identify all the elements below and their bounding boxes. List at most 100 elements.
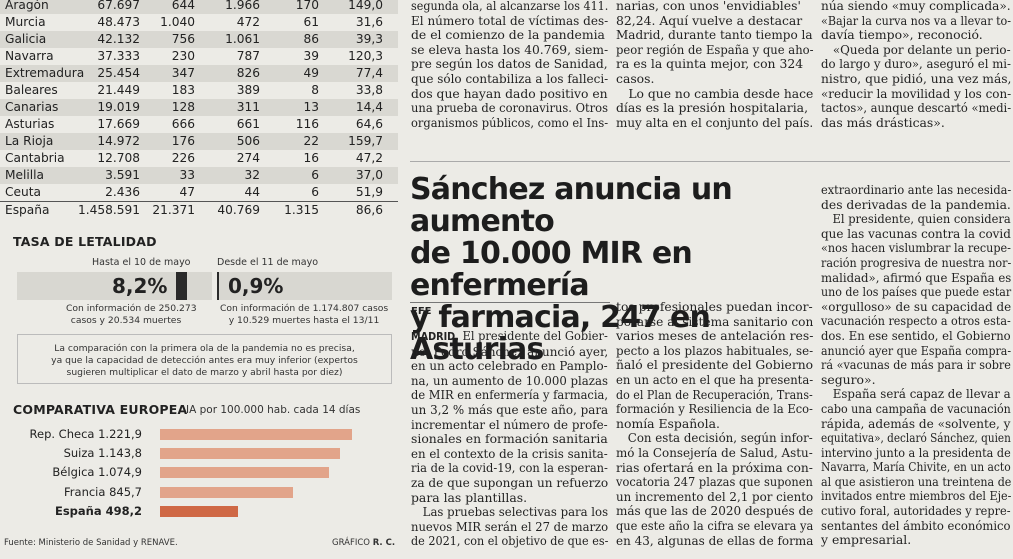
lethality-right-value: 0,9% bbox=[228, 274, 284, 298]
text-line: tactos», aunque descartó «medi- bbox=[821, 100, 1012, 116]
cell-col-5: 47,2 bbox=[355, 151, 383, 165]
text-line: davía tiempo», reconoció. bbox=[821, 27, 983, 43]
text-line: rias ofertará en la próxima con- bbox=[616, 459, 813, 475]
cell-region: Navarra bbox=[5, 49, 54, 63]
table-row: Cantabria 12.708 226 274 16 47,2 bbox=[0, 150, 398, 167]
cell-col-2: 183 bbox=[171, 83, 195, 97]
text-line: «Bajar la curva nos va a llevar to- bbox=[821, 12, 1012, 28]
total-col-3: 40.769 bbox=[217, 203, 260, 217]
text-line: ración progresiva de nuestra nor- bbox=[821, 254, 1012, 270]
text-line: rápida, además de «solvente, y bbox=[821, 415, 1011, 431]
cell-col-5: 120,3 bbox=[348, 49, 383, 63]
cell-region: Extremadura bbox=[5, 66, 85, 80]
cell-col-2: 47 bbox=[179, 185, 195, 199]
text-line: que sólo contabiliza a los falleci- bbox=[411, 70, 609, 86]
text-line: nuevos MIR serán el 27 de marzo bbox=[411, 518, 609, 534]
text-line: «Queda por delante un perio- bbox=[821, 41, 1011, 57]
cell-col-5: 31,6 bbox=[355, 15, 383, 29]
prev-article-col-2: narias, con unos 'envidiables' 82,24. Aqu… bbox=[616, 0, 814, 130]
text-line: cutivo foral, autoridades y repre- bbox=[821, 503, 1011, 519]
cell-col-2: 176 bbox=[171, 134, 195, 148]
cell-cases: 67.697 bbox=[97, 0, 140, 12]
text-line: de MIR en enfermería y farmacia, bbox=[411, 387, 608, 403]
cell-col-4: 86 bbox=[303, 32, 319, 46]
cell-col-3: 44 bbox=[244, 185, 260, 199]
cell-col-3: 506 bbox=[236, 134, 260, 148]
lethality-right-note: Con información de 1.174.807 casos y 10.… bbox=[220, 303, 389, 326]
text-line: dos. En ese sentido, el Gobierno bbox=[821, 327, 1011, 343]
lethality-left-level-bar bbox=[176, 272, 187, 300]
text-line: muy alta en el conjunto del país. bbox=[616, 114, 814, 130]
cell-col-4: 13 bbox=[303, 100, 319, 114]
text-line: invitados entre miembros del Eje- bbox=[821, 488, 1012, 504]
table-row: Asturias 17.669 666 661 116 64,6 bbox=[0, 116, 398, 133]
text-line: 82,24. Aquí vuelve a destacar bbox=[616, 12, 803, 28]
text-line: peor región de España y que aho- bbox=[616, 41, 814, 57]
cell-col-3: 1.061 bbox=[225, 32, 260, 46]
cell-col-5: 51,9 bbox=[355, 185, 383, 199]
text-line: do largo y duro», aseguró el mi- bbox=[821, 56, 1012, 72]
lethality-right-box bbox=[217, 272, 392, 300]
bar bbox=[160, 505, 238, 517]
cell-cases: 17.669 bbox=[97, 117, 140, 131]
cell-col-3: 1.966 bbox=[225, 0, 260, 12]
cell-col-3: 274 bbox=[236, 151, 260, 165]
cell-col-5: 37,0 bbox=[355, 168, 383, 182]
text-line: des derivadas de la pandemia. bbox=[821, 196, 1011, 212]
text-line: pre según los datos de Sanidad, bbox=[411, 56, 608, 72]
cell-cases: 21.449 bbox=[97, 83, 140, 97]
text-line: en 43, algunas de ellas de forma bbox=[616, 532, 814, 548]
text-line: Lo que no cambia desde hace bbox=[616, 85, 814, 101]
text-line: narias, con unos 'envidiables' bbox=[616, 0, 801, 13]
text-line: casos. bbox=[616, 70, 655, 86]
text-line: de el comienzo de la pandemia bbox=[411, 27, 605, 43]
cell-col-4: 8 bbox=[311, 83, 319, 97]
table-row: Murcia 48.473 1.040 472 61 31,6 bbox=[0, 14, 398, 31]
prev-article-col-3: núa siendo «muy complicada». «Bajar la cu… bbox=[821, 0, 1011, 130]
cell-col-3: 32 bbox=[244, 168, 260, 182]
lethality-title: TASA DE LETALIDAD bbox=[13, 234, 157, 249]
cell-col-2: 347 bbox=[171, 66, 195, 80]
text-line: intervino junto a la presidenta de bbox=[821, 444, 1011, 460]
cell-cases: 19.019 bbox=[97, 100, 140, 114]
bar bbox=[160, 486, 293, 498]
bar-row: Francia 845,7 bbox=[0, 482, 400, 501]
european-title: COMPARATIVA EUROPEA bbox=[13, 402, 188, 417]
text-line: ria de la covid-19, con la esperan- bbox=[411, 460, 608, 476]
cell-col-4: 39 bbox=[303, 49, 319, 63]
text-line: seguro». bbox=[821, 371, 876, 387]
text-line: porarse al sistema sanitario con bbox=[616, 313, 814, 329]
total-col-4: 1.315 bbox=[284, 203, 319, 217]
text-line: organismos públicos, como el Ins- bbox=[411, 114, 609, 130]
text-line: España será capaz de llevar a bbox=[821, 386, 1011, 402]
cell-col-2: 644 bbox=[171, 0, 195, 12]
bar-category-label: Suiza 1.143,8 bbox=[63, 446, 142, 461]
text-line: ñaló el presidente del Gobierno bbox=[616, 357, 814, 373]
text-line: Madrid, durante tanto tiempo la bbox=[616, 27, 813, 43]
text-line: Las pruebas selectivas para los bbox=[411, 504, 609, 520]
cell-cases: 3.591 bbox=[105, 168, 140, 182]
total-region: España bbox=[5, 203, 50, 217]
total-cases: 1.458.591 bbox=[77, 203, 140, 217]
cell-col-4: 170 bbox=[295, 0, 319, 12]
cell-col-5: 77,4 bbox=[355, 66, 383, 80]
cell-cases: 48.473 bbox=[97, 15, 140, 29]
text-line: uno de los países que puede estar bbox=[821, 284, 1012, 300]
table-row: La Rioja 14.972 176 506 22 159,7 bbox=[0, 133, 398, 150]
cell-cases: 42.132 bbox=[97, 32, 140, 46]
bar bbox=[160, 429, 352, 440]
european-subtitle: IA por 100.000 hab. cada 14 días bbox=[186, 404, 361, 416]
text-line: en un acto celebrado en Pamplo- bbox=[411, 358, 608, 374]
lethality-left-label: Hasta el 10 de mayo bbox=[92, 257, 191, 268]
article-col-3: extraordinario ante las necesida-des der… bbox=[821, 182, 1012, 548]
text-line: segunda ola, al alcanzarse los 411. bbox=[411, 0, 609, 13]
cell-col-3: 787 bbox=[236, 49, 260, 63]
bar-category-label: Rep. Checa 1.221,9 bbox=[29, 427, 142, 441]
text-line: no, Pedro Sánchez anunció ayer, bbox=[411, 343, 609, 359]
cell-region: Melilla bbox=[5, 168, 45, 182]
table-row: Aragón 67.697 644 1.966 170 149,0 bbox=[0, 0, 398, 14]
text-line: anunció ayer que España compra- bbox=[821, 342, 1012, 358]
text-line: rá «vacunas de más para ir sobre bbox=[821, 357, 1011, 373]
cell-region: Ceuta bbox=[5, 185, 41, 199]
bar-category-label: Francia 845,7 bbox=[64, 484, 142, 499]
